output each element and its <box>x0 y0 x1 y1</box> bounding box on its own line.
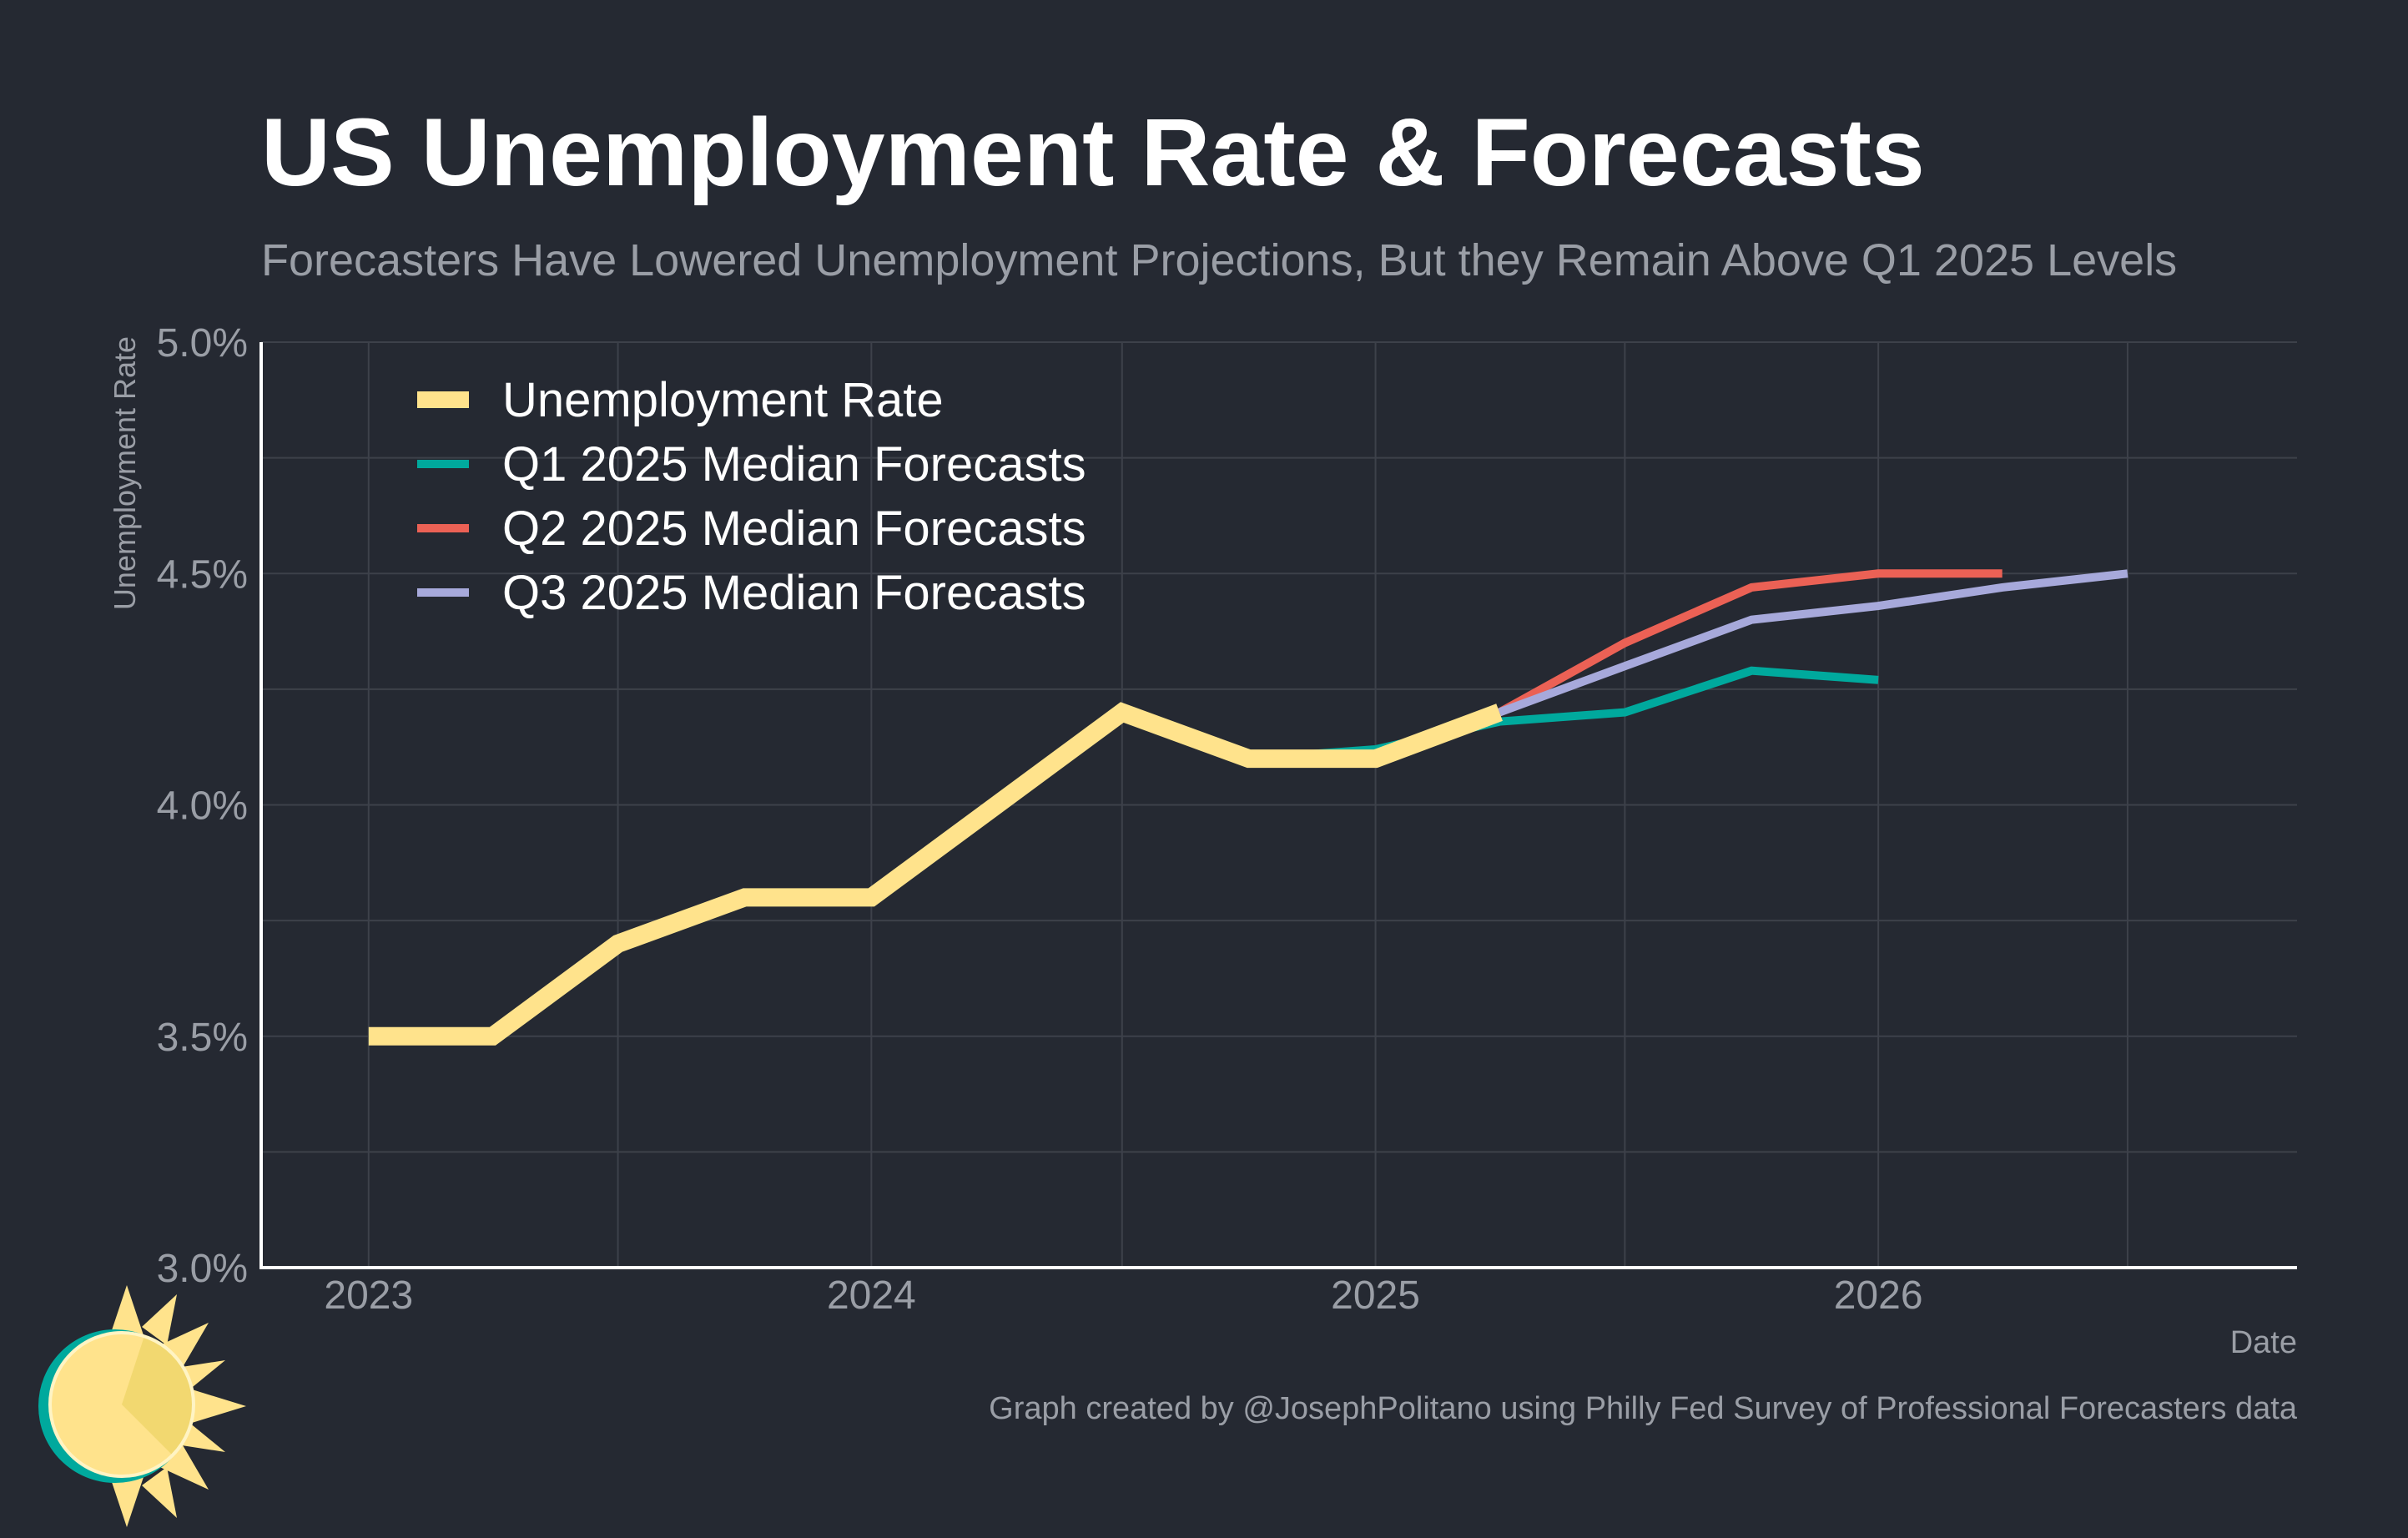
x-tick-labels: 2023 2024 2025 2026 <box>324 1273 1922 1318</box>
y-tick-label: 4.5% <box>157 552 248 597</box>
x-tick-label: 2025 <box>1331 1273 1420 1318</box>
sun-logo-icon <box>38 1285 246 1527</box>
x-axis-title: Date <box>2230 1325 2297 1360</box>
chart-subtitle: Forecasters Have Lowered Unemployment Pr… <box>261 235 2177 285</box>
x-tick-label: 2024 <box>827 1273 916 1318</box>
source-credit: Graph created by @JosephPolitano using P… <box>989 1391 2298 1426</box>
legend-label: Q2 2025 Median Forecasts <box>502 502 1086 556</box>
legend-label: Q3 2025 Median Forecasts <box>502 566 1086 620</box>
y-tick-labels: 3.0% 3.5% 4.0% 4.5% 5.0% <box>157 321 248 1291</box>
x-tick-label: 2023 <box>324 1273 413 1318</box>
series-line-3 <box>1497 569 2002 716</box>
series-line-4 <box>1498 569 2128 717</box>
y-tick-label: 3.5% <box>157 1016 248 1060</box>
series-lines <box>368 569 2128 1046</box>
grid-lines <box>261 341 2297 1268</box>
y-tick-label: 3.0% <box>157 1247 248 1291</box>
series-line-1 <box>368 702 1503 1046</box>
legend: Unemployment Rate Q1 2025 Median Forecast… <box>417 373 1086 620</box>
y-tick-label: 5.0% <box>157 321 248 366</box>
y-axis-title: Unemployment Rate <box>108 336 142 610</box>
series-line-2 <box>1248 666 1879 764</box>
legend-label: Unemployment Rate <box>502 373 944 427</box>
chart-title: US Unemployment Rate & Forecasts <box>261 99 1925 206</box>
x-tick-label: 2026 <box>1834 1273 1923 1318</box>
legend-label: Q1 2025 Median Forecasts <box>502 437 1086 492</box>
y-tick-label: 4.0% <box>157 784 248 829</box>
